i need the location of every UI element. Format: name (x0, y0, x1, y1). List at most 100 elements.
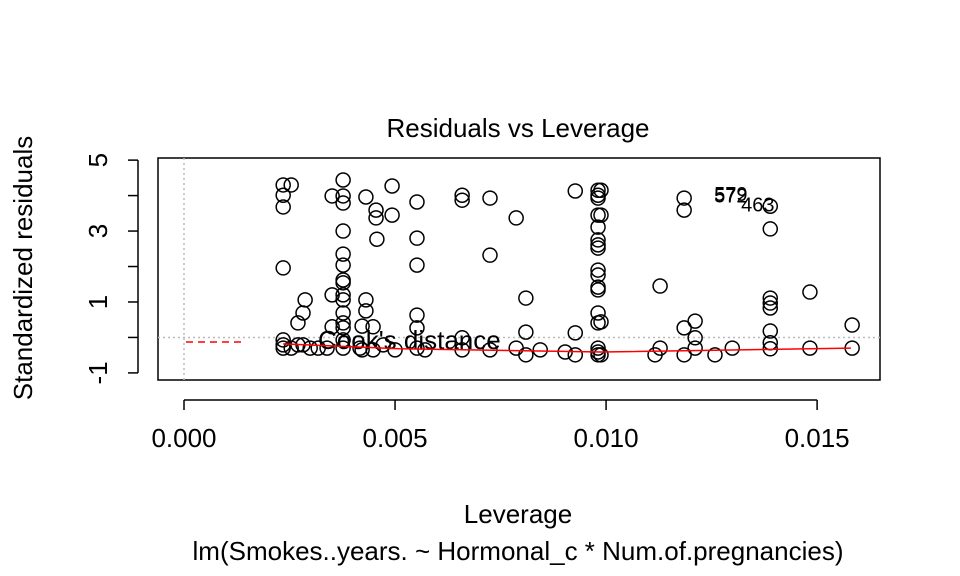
point (454, 192, 470, 208)
point (762, 221, 779, 237)
point (652, 340, 668, 356)
x-tick-label: 0.005 (362, 423, 427, 453)
point (590, 262, 606, 278)
point (518, 347, 534, 363)
point (368, 202, 384, 218)
point (762, 198, 779, 214)
point (482, 190, 498, 206)
y-tick-label: -1 (83, 361, 113, 384)
point (590, 340, 606, 356)
point (335, 195, 351, 211)
point (297, 292, 313, 308)
point (354, 342, 370, 358)
point-annotation: 572 (714, 185, 747, 207)
point (409, 194, 425, 210)
point (593, 347, 609, 363)
point (762, 323, 779, 339)
point (590, 282, 606, 298)
point (590, 305, 606, 321)
point (324, 287, 340, 303)
point (762, 290, 779, 306)
point (275, 199, 291, 215)
point (335, 320, 351, 336)
point (590, 232, 606, 248)
y-tick-label: 5 (83, 153, 113, 167)
point (454, 330, 470, 346)
point (365, 342, 381, 358)
y-axis-label: Standardized residuals (8, 136, 38, 401)
point (567, 183, 584, 199)
point (358, 292, 374, 308)
point-annotation: 579 (714, 184, 747, 206)
point (275, 340, 291, 356)
point (384, 178, 400, 194)
point (707, 347, 723, 363)
point (335, 223, 351, 239)
x-tick-label: 0.010 (574, 423, 639, 453)
point (335, 172, 351, 188)
point (275, 260, 291, 276)
point (593, 207, 609, 223)
point (358, 189, 374, 205)
x-tick-label: 0.015 (785, 423, 850, 453)
point (518, 290, 534, 306)
point (762, 300, 779, 316)
point (409, 307, 425, 323)
point (593, 314, 609, 330)
point (369, 231, 385, 247)
point (365, 319, 381, 335)
point (844, 317, 860, 333)
y-tick-label: 1 (83, 295, 113, 309)
point (387, 342, 403, 358)
smooth-line (283, 343, 851, 353)
point (724, 340, 741, 356)
point (335, 292, 351, 308)
point (518, 324, 534, 340)
point (676, 190, 692, 206)
point (508, 210, 524, 226)
point (335, 340, 351, 356)
point (354, 318, 370, 334)
point (324, 319, 340, 335)
point (335, 305, 351, 321)
subtitle: lm(Smokes..years. ~ Hormonal_c * Num.of.… (193, 536, 844, 566)
point (676, 202, 692, 218)
point (275, 332, 291, 348)
point (290, 315, 306, 331)
point (275, 187, 291, 203)
point (335, 246, 351, 262)
point (409, 230, 425, 246)
point (358, 303, 374, 319)
point (409, 257, 425, 273)
point (310, 340, 326, 356)
point (384, 207, 400, 223)
point (532, 342, 548, 358)
point (590, 267, 606, 283)
x-tick-label: 0.000 (151, 423, 216, 453)
point (687, 330, 703, 346)
point (687, 313, 703, 329)
point (409, 340, 425, 356)
chart-title: Residuals vs Leverage (386, 113, 649, 143)
point (687, 340, 703, 356)
point (590, 240, 606, 256)
point-annotation: 463 (741, 195, 774, 217)
point (593, 182, 609, 199)
point (676, 320, 692, 336)
point (335, 257, 351, 273)
point (567, 347, 584, 363)
point (567, 325, 584, 341)
point (676, 347, 692, 363)
point (368, 210, 384, 226)
point (482, 247, 498, 263)
point (454, 187, 470, 203)
point (335, 275, 351, 291)
point (335, 188, 351, 204)
point (275, 177, 291, 193)
point (409, 320, 425, 336)
point (302, 340, 318, 356)
plot-frame (157, 157, 881, 381)
x-axis-label: Leverage (464, 499, 572, 529)
point (652, 278, 668, 294)
